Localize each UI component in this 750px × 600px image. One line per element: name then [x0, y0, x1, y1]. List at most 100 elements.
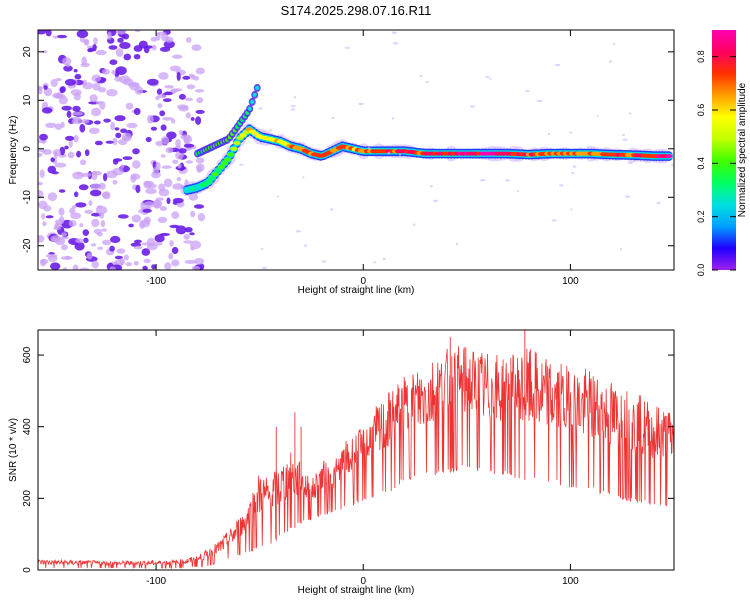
noise-blob — [93, 37, 98, 45]
noise-blob — [147, 114, 154, 124]
noise-blob — [109, 59, 118, 65]
noise-blob — [162, 116, 174, 121]
noise-blob — [94, 140, 103, 146]
noise-blob — [155, 197, 164, 201]
noise-blob — [69, 207, 76, 215]
noise-speck — [628, 112, 632, 115]
y-tick-label: 10 — [22, 94, 33, 106]
noise-blob — [40, 258, 49, 265]
noise-blob — [143, 216, 151, 224]
noise-blob — [72, 111, 84, 116]
colorbar-label: Normalized spectral amplitude — [737, 82, 748, 217]
noise-speck — [485, 75, 490, 79]
noise-blob — [79, 36, 86, 43]
noise-blob — [43, 85, 48, 90]
noise-blob — [82, 82, 94, 90]
snr-xlabel: Height of straight line (km) — [298, 585, 415, 596]
noise-blob — [98, 182, 106, 190]
noise-speck — [625, 195, 631, 198]
noise-blob — [183, 143, 195, 148]
noise-blob — [54, 123, 63, 130]
noise-blob — [143, 258, 151, 264]
noise-speck — [505, 179, 510, 182]
noise-blob — [171, 246, 179, 255]
noise-speck — [460, 157, 463, 161]
noise-blob — [184, 97, 194, 101]
noise-blob — [67, 151, 75, 159]
noise-blob — [146, 78, 159, 86]
noise-blob — [164, 85, 174, 89]
y-tick-label: 0 — [22, 567, 33, 573]
noise-blob — [79, 267, 90, 270]
noise-blob — [156, 31, 167, 36]
noise-blob — [92, 82, 101, 91]
noise-blob — [184, 259, 197, 264]
noise-blob — [38, 30, 47, 35]
noise-blob — [134, 30, 141, 33]
noise-blob — [165, 147, 174, 154]
noise-blob — [133, 107, 141, 116]
noise-blob — [190, 117, 195, 121]
noise-speck — [536, 99, 543, 103]
noise-blob — [195, 109, 205, 114]
noise-blob — [73, 92, 81, 101]
colorbar-tick-label: 0.6 — [696, 104, 706, 117]
noise-blob — [63, 65, 73, 72]
noise-blob — [86, 252, 93, 260]
ridge-core — [665, 154, 673, 159]
noise-speck — [392, 42, 399, 45]
noise-blob — [191, 44, 202, 51]
noise-speck — [303, 244, 308, 247]
noise-blob — [87, 47, 96, 52]
noise-speck — [622, 138, 628, 141]
noise-blob — [79, 159, 87, 166]
snr-ylabel: SNR (10 * v/v) — [8, 418, 19, 482]
noise-blob — [193, 204, 205, 209]
noise-blob — [72, 264, 79, 270]
noise-blob — [84, 209, 93, 214]
noise-blob — [105, 140, 114, 144]
noise-blob — [161, 165, 172, 169]
noise-blob — [64, 145, 69, 150]
noise-blob — [61, 244, 68, 251]
noise-speck — [302, 176, 305, 179]
noise-blob — [103, 118, 111, 123]
noise-blob — [165, 36, 174, 43]
ridge-core — [211, 172, 219, 177]
noise-blob — [45, 122, 57, 128]
noise-blob — [133, 45, 143, 52]
noise-blob — [156, 88, 163, 95]
noise-blob — [94, 120, 101, 125]
noise-blob — [123, 53, 132, 61]
noise-speck — [344, 46, 351, 49]
noise-blob — [135, 184, 141, 194]
noise-blob — [172, 159, 179, 164]
noise-blob — [139, 220, 145, 229]
noise-blob — [42, 50, 48, 54]
noise-blob — [118, 139, 128, 146]
noise-blob — [130, 173, 141, 180]
spectrogram-marks — [38, 30, 674, 270]
noise-blob — [47, 192, 58, 202]
noise-blob — [154, 234, 165, 243]
noise-blob — [171, 211, 180, 220]
noise-blob — [90, 171, 98, 181]
noise-blob — [172, 197, 184, 204]
ridge-core — [236, 136, 244, 141]
noise-blob — [115, 48, 124, 57]
noise-speck — [608, 60, 613, 63]
noise-blob — [108, 45, 118, 50]
y-tick-label: 20 — [22, 46, 33, 58]
noise-speck — [551, 219, 557, 222]
noise-blob — [76, 150, 82, 158]
noise-blob — [115, 132, 122, 139]
noise-speck — [596, 114, 599, 118]
noise-blob — [197, 213, 206, 222]
y-tick-label: 0 — [22, 146, 33, 152]
noise-speck — [239, 163, 244, 166]
noise-blob — [114, 115, 126, 122]
noise-blob — [91, 260, 99, 269]
colorbar-tick-label: 0.4 — [696, 157, 706, 170]
